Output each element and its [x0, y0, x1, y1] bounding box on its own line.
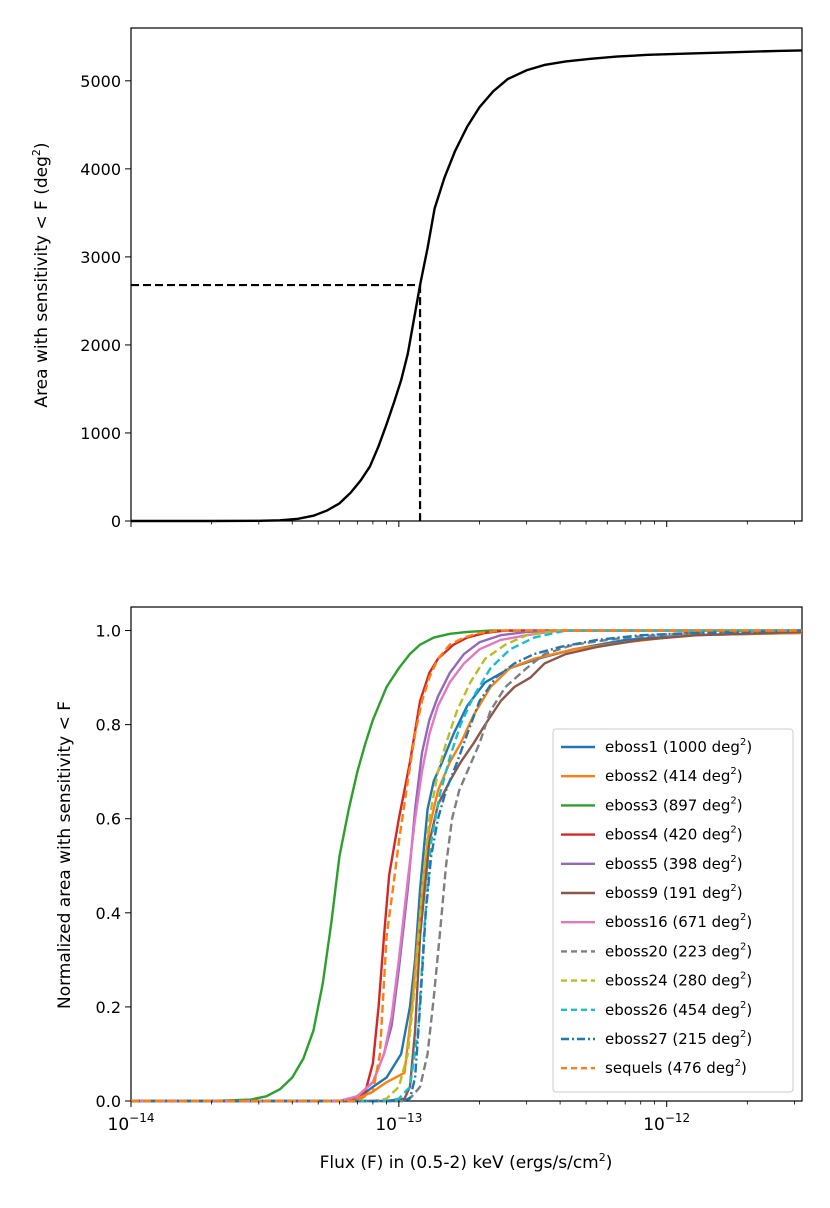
series-line-sequels	[131, 629, 802, 1103]
y-tick-label: 5000	[80, 72, 121, 91]
legend-label-eboss4: eboss4 (420 deg2)	[605, 825, 743, 844]
legend-label-eboss16: eboss16 (671 deg2)	[605, 912, 752, 931]
series-line-eboss27	[131, 629, 803, 1103]
bottom-axes-frame	[130, 606, 803, 1102]
top-y-ticks: 0 1000 2000 3000 4000 5000	[80, 72, 131, 531]
y-tick-label: 0	[111, 512, 121, 531]
legend-frame	[552, 728, 794, 1093]
legend-label-eboss26: eboss26 (454 deg2)	[605, 1000, 752, 1019]
y-tick-label: 0.8	[96, 716, 121, 735]
legend-label-eboss24: eboss24 (280 deg2)	[605, 971, 752, 990]
y-tick-label: 4000	[80, 160, 121, 179]
legend-label-sequels: sequels (476 deg2)	[605, 1058, 747, 1077]
bottom-series-group	[131, 629, 803, 1103]
series-line-eboss16	[131, 629, 802, 1103]
legend-label-eboss5: eboss5 (398 deg2)	[605, 854, 743, 873]
series-line-eboss24	[131, 629, 802, 1103]
top-guide-group	[131, 283, 422, 521]
series-line-eboss3	[131, 629, 802, 1103]
legend-label-eboss9: eboss9 (191 deg2)	[605, 883, 743, 902]
x-tick-label: 10−12	[643, 1111, 690, 1135]
y-tick-label: 1.0	[96, 622, 121, 641]
bottom-plot-area	[130, 606, 803, 1103]
legend: eboss1 (1000 deg2) eboss2 (414 deg2) eboss…	[552, 728, 794, 1093]
series-line-eboss2	[131, 631, 803, 1103]
legend-label-eboss27: eboss27 (215 deg2)	[605, 1029, 752, 1048]
bottom-y-ticks: 0.0 0.2 0.4 0.6 0.8 1.0	[96, 622, 131, 1111]
bottom-x-ticks: 10−14 10−13 10−12	[108, 1101, 795, 1135]
top-axes-frame	[130, 27, 803, 522]
series-line-eboss26	[131, 629, 802, 1103]
top-plot-area	[130, 27, 803, 523]
y-tick-label: 3000	[80, 248, 121, 267]
x-tick-label: 10−13	[375, 1111, 422, 1135]
legend-label-eboss2: eboss2 (414 deg2)	[605, 766, 743, 785]
legend-label-eboss20: eboss20 (223 deg2)	[605, 941, 752, 960]
bottom-panel: 0.0 0.2 0.4 0.6 0.8 1.0 10−14 10−13 10−12 Norma…	[55, 606, 803, 1173]
top-panel: 0 1000 2000 3000 4000 5000 Area with sensitiv…	[30, 27, 803, 531]
top-x-ticks	[130, 521, 795, 527]
y-tick-label: 2000	[80, 336, 121, 355]
y-tick-label: 0.2	[96, 998, 121, 1017]
y-tick-label: 0.4	[96, 904, 121, 923]
y-tick-label: 0.6	[96, 810, 121, 829]
top-series-group	[131, 49, 803, 523]
top-y-axis-label: Area with sensitivity < F (deg2)	[30, 142, 52, 407]
bottom-y-axis-label: Normalized area with sensitivity < F	[55, 701, 75, 1009]
bottom-x-axis-label: Flux (F) in (0.5-2) keV (ergs/s/cm2)	[320, 1151, 613, 1173]
y-tick-label: 0.0	[96, 1092, 121, 1111]
series-line-total	[131, 49, 803, 523]
y-tick-label: 1000	[80, 424, 121, 443]
legend-label-eboss3: eboss3 (897 deg2)	[605, 795, 743, 814]
legend-label-eboss1: eboss1 (1000 deg2)	[605, 737, 752, 756]
x-tick-label: 10−14	[108, 1111, 155, 1135]
